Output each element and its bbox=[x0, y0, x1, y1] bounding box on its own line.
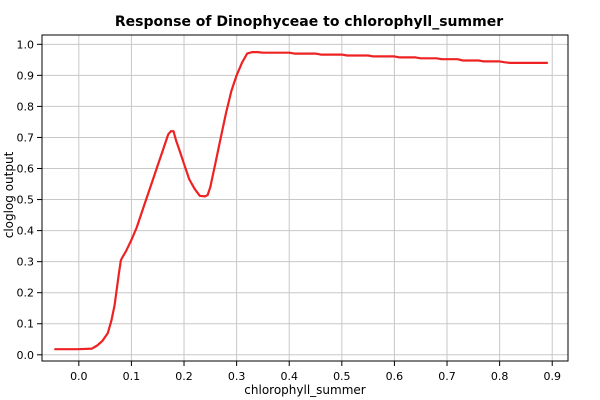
x-axis-label: chlorophyll_summer bbox=[244, 383, 366, 397]
y-tick-label: 0.9 bbox=[17, 69, 35, 82]
y-tick-label: 0.7 bbox=[17, 131, 35, 144]
response-curve bbox=[54, 50, 549, 351]
plot-frame bbox=[41, 34, 569, 362]
x-tick-label: 0.4 bbox=[280, 370, 298, 383]
grid bbox=[42, 35, 568, 361]
x-tick-label: 0.7 bbox=[438, 370, 456, 383]
y-tick-label: 0.3 bbox=[17, 256, 35, 269]
x-tick-label: 0.5 bbox=[333, 370, 351, 383]
axes: 0.0 0.1 0.2 0.3 0.4 0.5 0.6 0.7 0.8 0.9 0.0 0.1 0.2 0… bbox=[17, 34, 569, 383]
x-tick-label: 0.1 bbox=[123, 370, 141, 383]
x-tick-label: 0.3 bbox=[228, 370, 246, 383]
x-tick-label: 0.9 bbox=[543, 370, 561, 383]
x-tick-label: 0.6 bbox=[386, 370, 404, 383]
x-tick-label: 0.0 bbox=[70, 370, 88, 383]
y-axis-label: cloglog output bbox=[2, 151, 16, 238]
y-tick-label: 0.4 bbox=[17, 225, 35, 238]
y-tick-label: 0.8 bbox=[17, 100, 35, 113]
y-tick-label: 0.2 bbox=[17, 287, 35, 300]
plot-area bbox=[54, 50, 549, 351]
y-tick-label: 0.5 bbox=[17, 194, 35, 207]
y-tick-label: 0.6 bbox=[17, 163, 35, 176]
y-tick-label: 0.1 bbox=[17, 318, 35, 331]
chart-title: Response of Dinophyceae to chlorophyll_s… bbox=[115, 14, 503, 30]
y-tick-label: 1.0 bbox=[17, 38, 35, 51]
x-tick-label: 0.8 bbox=[491, 370, 509, 383]
y-tick-label: 0.0 bbox=[17, 349, 35, 362]
x-tick-label: 0.2 bbox=[175, 370, 193, 383]
plot-background bbox=[42, 35, 568, 361]
